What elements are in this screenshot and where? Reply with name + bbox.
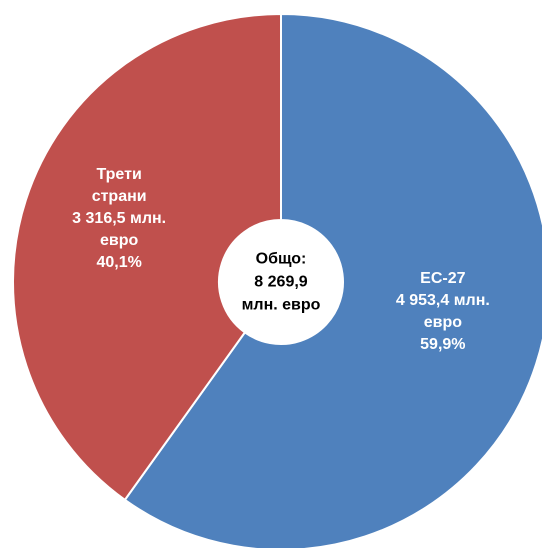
percentage-label: 59,9% (420, 336, 466, 353)
donut-hole (219, 220, 343, 344)
center-line: млн. евро (241, 296, 321, 314)
category-label: ЕС-27 (420, 270, 466, 287)
percentage-label: 40,1% (96, 253, 142, 271)
center-label: Общо: 8 269,9 млн. евро (242, 248, 321, 317)
category-label: Трети страни (91, 165, 147, 205)
center-line: Общо: (255, 250, 307, 268)
center-line: 8 269,9 (254, 273, 308, 291)
value-label: 4 953,4 млн. евро (395, 292, 490, 331)
value-label: 3 316,5 млн. евро (72, 209, 167, 249)
